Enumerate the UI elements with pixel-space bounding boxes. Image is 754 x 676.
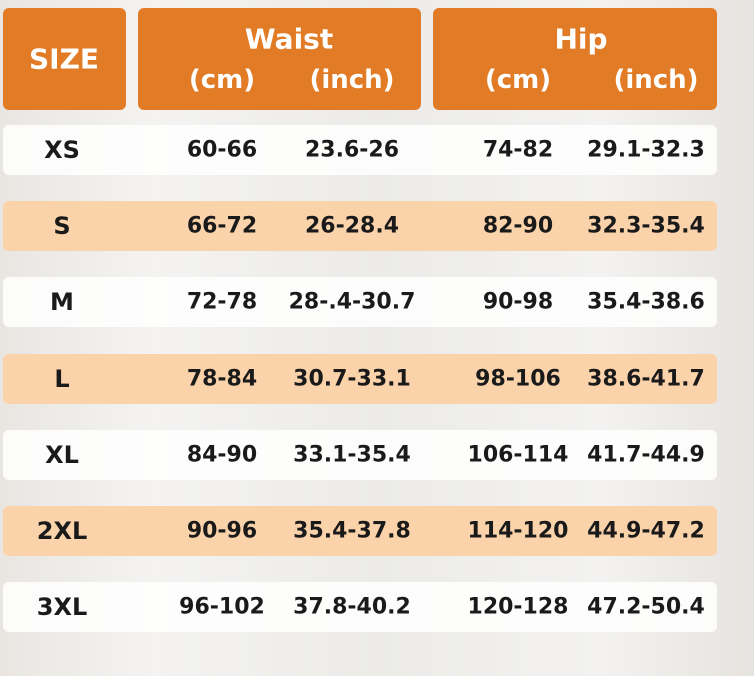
size-cell: XS [44, 136, 80, 164]
measure-cell: 114-120 [467, 518, 569, 544]
measure-cell: 82-90 [482, 213, 554, 239]
size-cell: L [54, 364, 70, 393]
unit-header: (inch) [309, 65, 395, 95]
measure-cell: 35.4-38.6 [587, 289, 705, 315]
size-cell: XL [45, 440, 79, 469]
measure-cell: 32.3-35.4 [587, 213, 705, 239]
waist-header-box [138, 8, 421, 110]
measure-cell: 38.6-41.7 [587, 366, 705, 392]
measure-cell: 41.7-44.9 [587, 442, 705, 468]
measure-cell: 90-98 [482, 289, 554, 315]
measure-cell: 29.1-32.3 [587, 137, 705, 163]
size-cell: 2XL [36, 517, 88, 545]
measure-cell: 30.7-33.1 [293, 366, 411, 392]
measure-cell: 96-102 [179, 594, 265, 620]
unit-header: (inch) [613, 65, 699, 95]
table-row [3, 429, 717, 480]
table-row [3, 353, 717, 404]
measure-cell: 37.8-40.2 [293, 594, 411, 620]
hip-header-box [433, 8, 717, 110]
table-row [3, 582, 717, 633]
measure-cell: 90-96 [186, 518, 258, 544]
measure-cell: 120-128 [467, 594, 569, 620]
measure-cell: 66-72 [186, 213, 258, 239]
table-row [3, 277, 717, 328]
size-cell: S [53, 212, 71, 241]
measure-cell: 33.1-35.4 [293, 442, 411, 468]
measure-cell: 74-82 [482, 137, 554, 163]
hip-header: Hip [554, 22, 608, 56]
size-cell: M [50, 288, 74, 317]
measure-cell: 72-78 [186, 289, 258, 315]
measure-cell: 106-114 [467, 442, 569, 468]
table-row [3, 125, 717, 175]
measure-cell: 60-66 [186, 137, 258, 163]
measure-cell: 28-.4-30.7 [288, 289, 416, 315]
measure-cell: 26-28.4 [304, 213, 400, 239]
table-row [3, 506, 717, 556]
size-header-box [3, 8, 126, 110]
measure-cell: 78-84 [186, 366, 258, 392]
waist-header: Waist [244, 22, 334, 56]
measure-cell: 47.2-50.4 [587, 594, 705, 620]
measure-cell: 44.9-47.2 [587, 518, 705, 544]
measure-cell: 84-90 [186, 442, 258, 468]
unit-header: (cm) [484, 65, 552, 95]
unit-header: (cm) [188, 65, 256, 95]
measure-cell: 98-106 [475, 366, 561, 392]
measure-cell: 23.6-26 [304, 137, 400, 163]
measure-cell: 35.4-37.8 [293, 518, 411, 544]
size-header: SIZE [28, 42, 100, 76]
size-cell: 3XL [36, 593, 88, 622]
table-row [3, 201, 717, 252]
